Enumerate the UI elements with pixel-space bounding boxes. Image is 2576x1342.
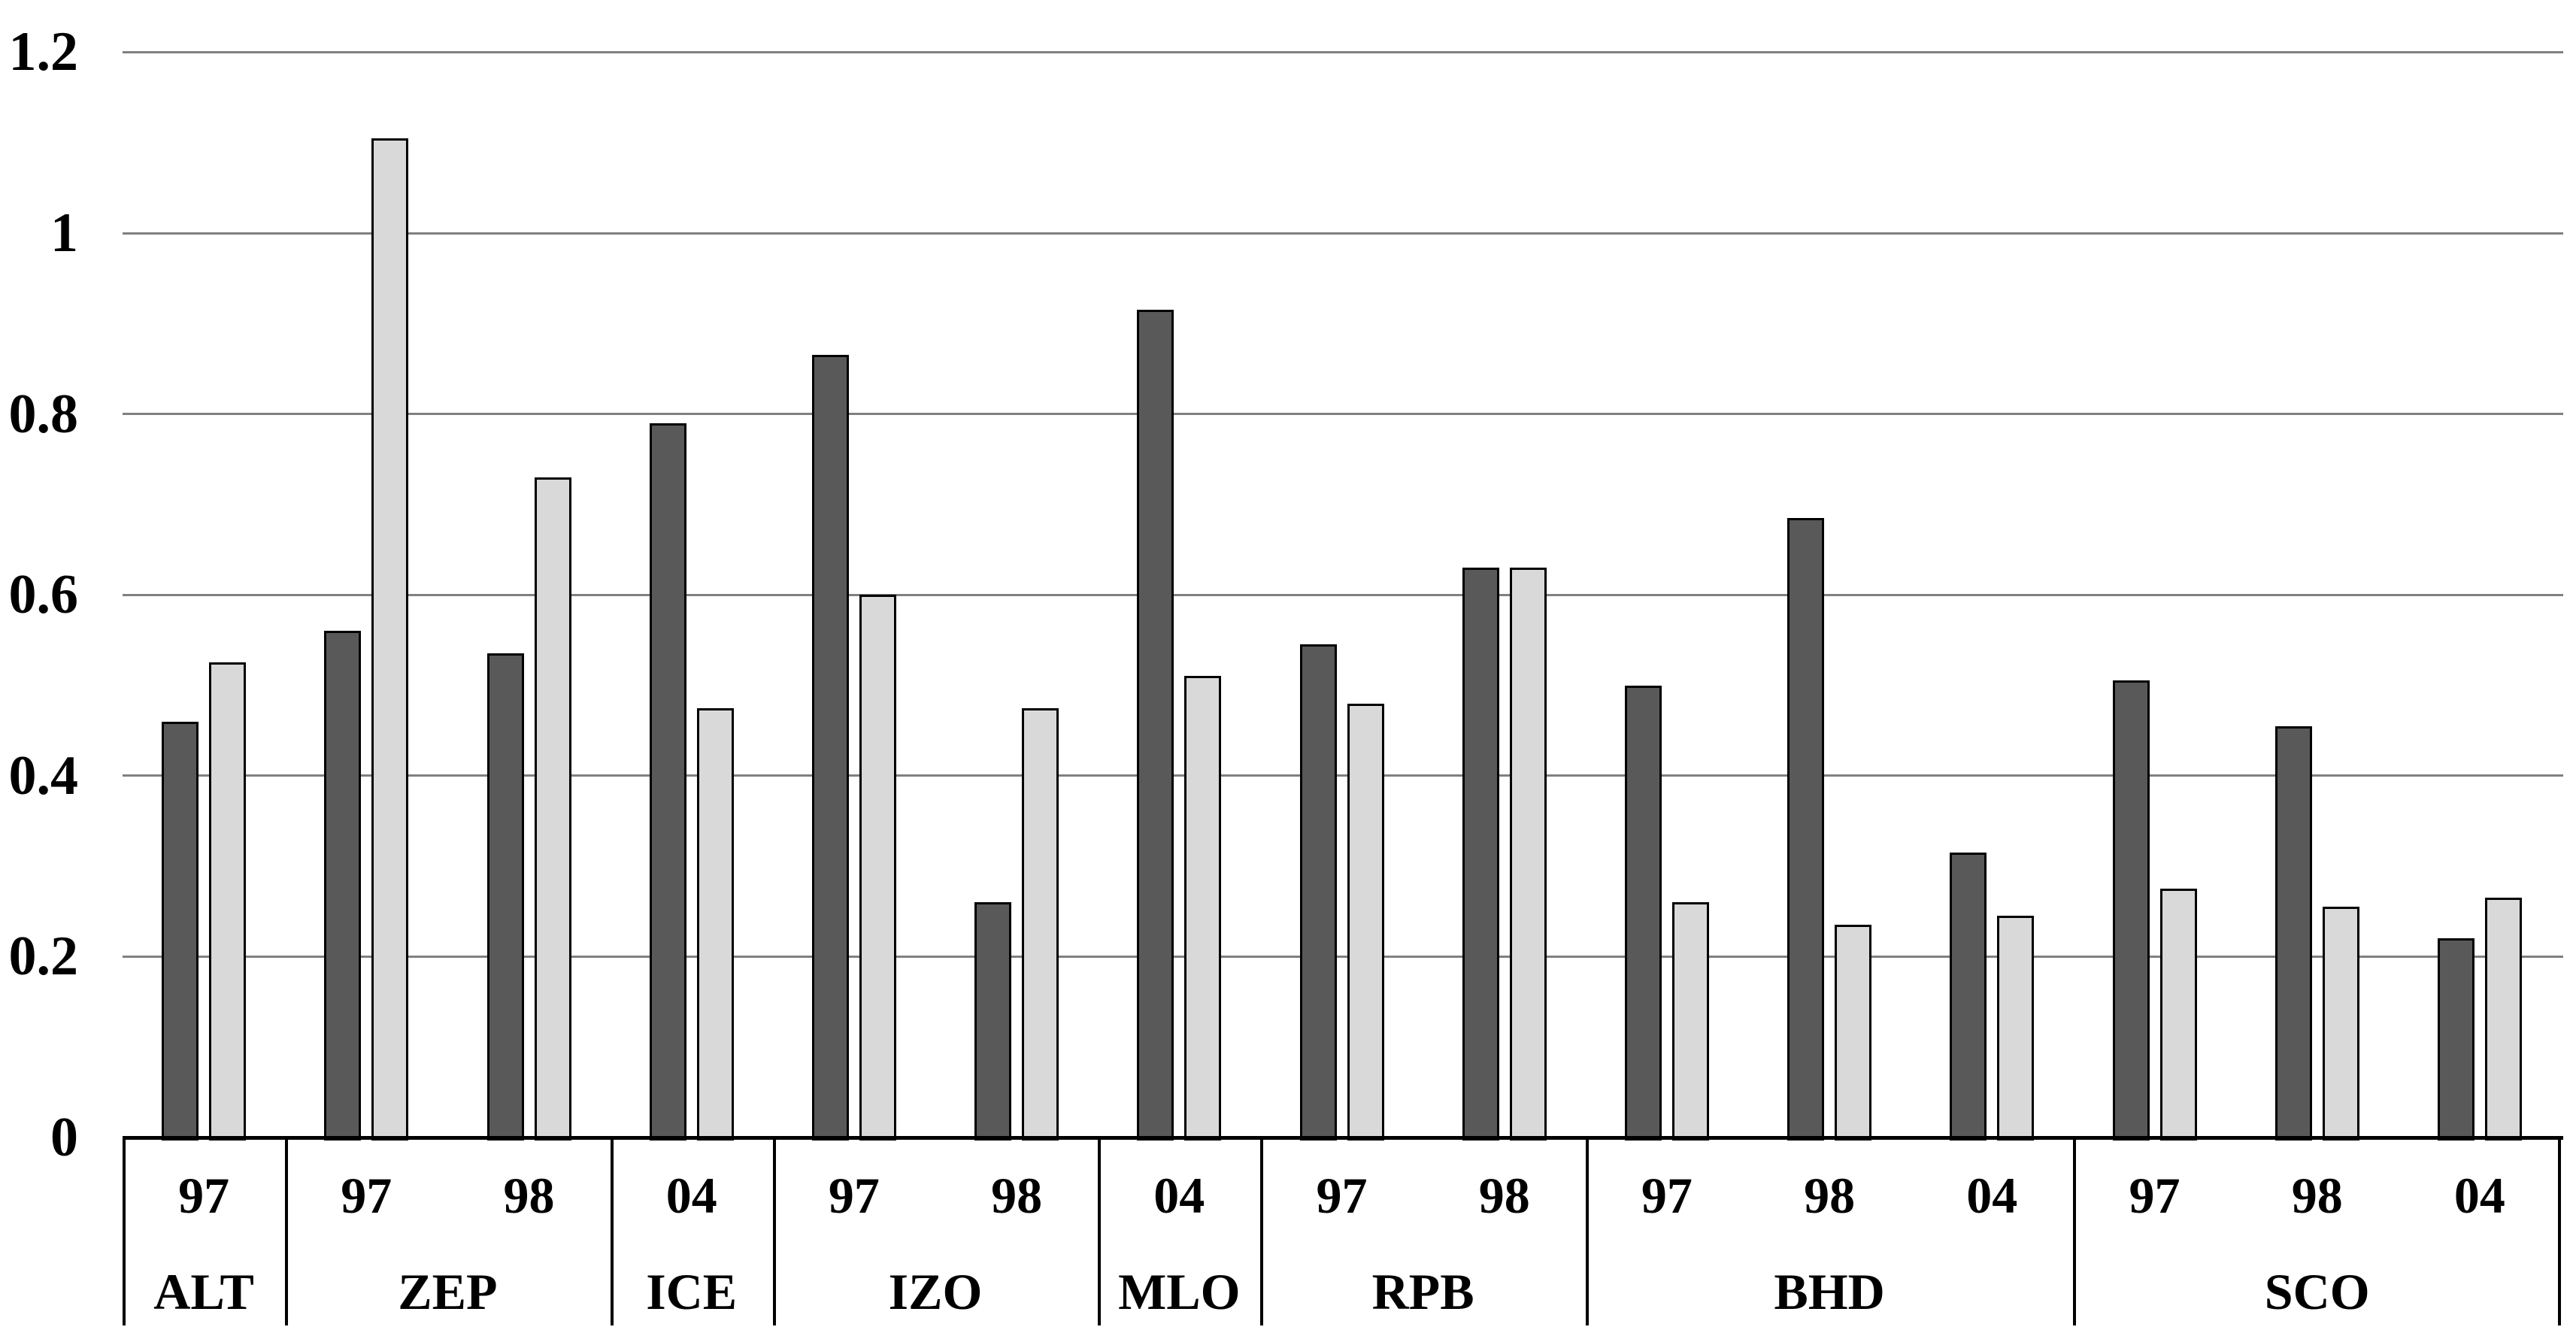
station-cell-SCO [2073,1138,2561,1325]
x-axis-line [123,1136,2563,1140]
x-year-label: 97 [828,1167,880,1224]
bar-ZEP-98-light [534,477,571,1141]
bar-ZEP-98-dark [486,653,524,1141]
bar-SCO-97-light [2159,889,2197,1141]
station-cell-ALT [123,1138,285,1325]
bar-RPB-97-light [1347,703,1384,1141]
y-tick-label: 0.6 [8,564,79,626]
bar-ALT-97-dark [162,721,199,1141]
bar-BHD-04-dark [1950,853,1987,1141]
x-year-label: 98 [1804,1167,1856,1224]
station-label: RPB [1371,1263,1474,1320]
station-cell-MLO [1098,1138,1260,1325]
x-year-label: 97 [1641,1167,1693,1224]
bar-ICE-04-light [696,707,734,1141]
bar-ALT-97-light [209,662,247,1141]
bar-RPB-98-light [1509,568,1547,1141]
station-label: SCO [2264,1263,2370,1320]
bar-ICE-04-dark [649,423,686,1141]
x-year-label: 04 [1966,1167,2018,1224]
gridline [123,50,2563,53]
y-tick-label: 0.4 [8,744,79,807]
bar-IZO-98-light [1022,707,1059,1141]
x-year-label: 04 [2453,1167,2505,1224]
bar-SCO-04-dark [2437,938,2474,1141]
bar-BHD-98-dark [1787,517,1825,1141]
station-label: ZEP [398,1263,498,1320]
station-cell-RPB [1260,1138,1585,1325]
station-cell-ZEP [285,1138,610,1325]
gridline [123,232,2563,235]
y-tick-label: 0.2 [8,925,79,988]
bar-SCO-97-dark [2112,680,2150,1141]
x-year-label: 97 [2129,1167,2181,1224]
gridline [123,593,2563,596]
y-tick-label: 1 [50,202,78,264]
station-cell-ICE [610,1138,773,1325]
y-tick-label: 0 [50,1107,78,1168]
station-label: BHD [1774,1263,1885,1320]
gridline [123,774,2563,777]
bar-ZEP-97-light [371,138,409,1141]
bar-BHD-97-light [1671,902,1709,1141]
station-cell-BHD [1585,1138,2074,1325]
station-label: IZO [888,1263,983,1320]
x-year-label: 97 [341,1167,392,1224]
station-label: ALT [153,1263,254,1320]
x-year-label: 97 [1316,1167,1368,1224]
x-year-label: 98 [1478,1167,1530,1224]
bar-SCO-98-dark [2274,726,2312,1141]
x-year-label: 98 [503,1167,555,1224]
bar-IZO-98-dark [974,902,1012,1141]
x-year-label: 04 [665,1167,717,1224]
station-cell-IZO [772,1138,1098,1325]
bar-MLO-04-dark [1137,310,1174,1141]
x-year-label: 98 [2291,1167,2343,1224]
bar-IZO-97-light [859,595,896,1141]
bar-SCO-04-light [2484,898,2522,1141]
bar-SCO-98-light [2322,907,2359,1141]
bar-RPB-98-dark [1462,568,1499,1141]
x-year-label: 98 [991,1167,1043,1224]
y-tick-label: 1.2 [8,21,79,83]
bar-IZO-97-dark [811,355,849,1141]
x-year-label: 97 [178,1167,230,1224]
bar-RPB-97-dark [1299,644,1337,1141]
y-tick-label: 0.8 [8,383,79,445]
bar-MLO-04-light [1184,676,1222,1141]
station-label: MLO [1118,1263,1241,1320]
bar-BHD-04-light [1997,916,2035,1141]
bar-BHD-97-dark [1624,685,1662,1141]
x-year-label: 04 [1153,1167,1205,1224]
bar-ZEP-97-dark [324,631,362,1141]
bar-BHD-98-light [1835,925,1872,1141]
gridline [123,955,2563,958]
gridline [123,413,2563,416]
station-label: ICE [646,1263,738,1320]
